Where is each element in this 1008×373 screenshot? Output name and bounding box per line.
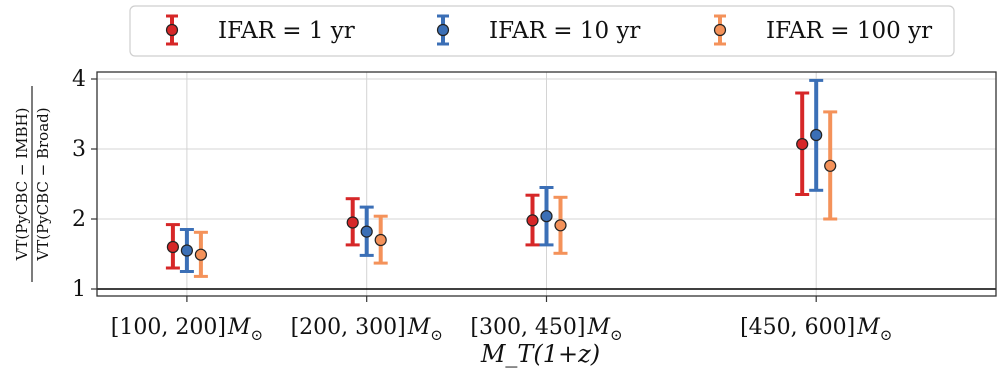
grid (97, 72, 996, 296)
series-3 (193, 110, 838, 278)
y-tick-label: 1 (72, 277, 86, 302)
data-point (810, 128, 823, 142)
legend-marker-point (713, 23, 727, 37)
y-tick-label: 3 (72, 137, 86, 162)
data-point (346, 216, 359, 229)
data-point (166, 240, 179, 254)
data-point (374, 233, 387, 247)
x-label-text: M_T(1+z) (480, 340, 600, 368)
legend-label: IFAR = 10 yr (489, 18, 640, 44)
x-tick-label: [300, 450]M⊙ (470, 315, 622, 344)
data-point (360, 225, 373, 238)
series-layer (165, 78, 838, 278)
y-label-denominator: VT(PyCBC − Broad) (34, 107, 52, 261)
legend: IFAR = 1 yr IFAR = 10 yr IFAR = 100 yr (129, 5, 955, 57)
legend-label: IFAR = 100 yr (766, 18, 932, 44)
x-axis: [100, 200]M⊙ [200, 300]M⊙ [300, 450]M⊙ [450… (111, 296, 892, 344)
legend-entry-1: IFAR = 1 yr (165, 14, 355, 46)
series-2 (179, 78, 824, 273)
data-point (554, 219, 567, 232)
legend-box (129, 5, 955, 57)
x-tick-label: [450, 600]M⊙ (740, 315, 892, 344)
x-tick-label: [200, 300]M⊙ (291, 315, 443, 344)
y-tick-label: 2 (72, 207, 86, 232)
x-tick-label: [100, 200]M⊙ (111, 315, 263, 344)
legend-label: IFAR = 1 yr (218, 18, 355, 44)
data-point (194, 248, 207, 261)
legend-marker-point (436, 23, 450, 37)
data-point (526, 214, 539, 227)
series-1 (165, 91, 810, 270)
data-point (180, 244, 193, 257)
legend-marker-point (165, 23, 179, 37)
data-point (540, 210, 553, 223)
data-point (796, 138, 809, 151)
y-label-numerator: VT(PyCBC − IMBH) (13, 108, 31, 262)
legend-entry-2: IFAR = 10 yr (436, 14, 640, 46)
x-axis-label: M_T(1+z) (480, 340, 600, 368)
y-tick-label: 4 (72, 67, 86, 92)
data-point (824, 159, 837, 172)
legend-entry-3: IFAR = 100 yr (713, 14, 932, 46)
y-axis: 1 2 3 4 (72, 67, 97, 302)
y-axis-label: VT(PyCBC − IMBH) VT(PyCBC − Broad) (13, 86, 52, 282)
